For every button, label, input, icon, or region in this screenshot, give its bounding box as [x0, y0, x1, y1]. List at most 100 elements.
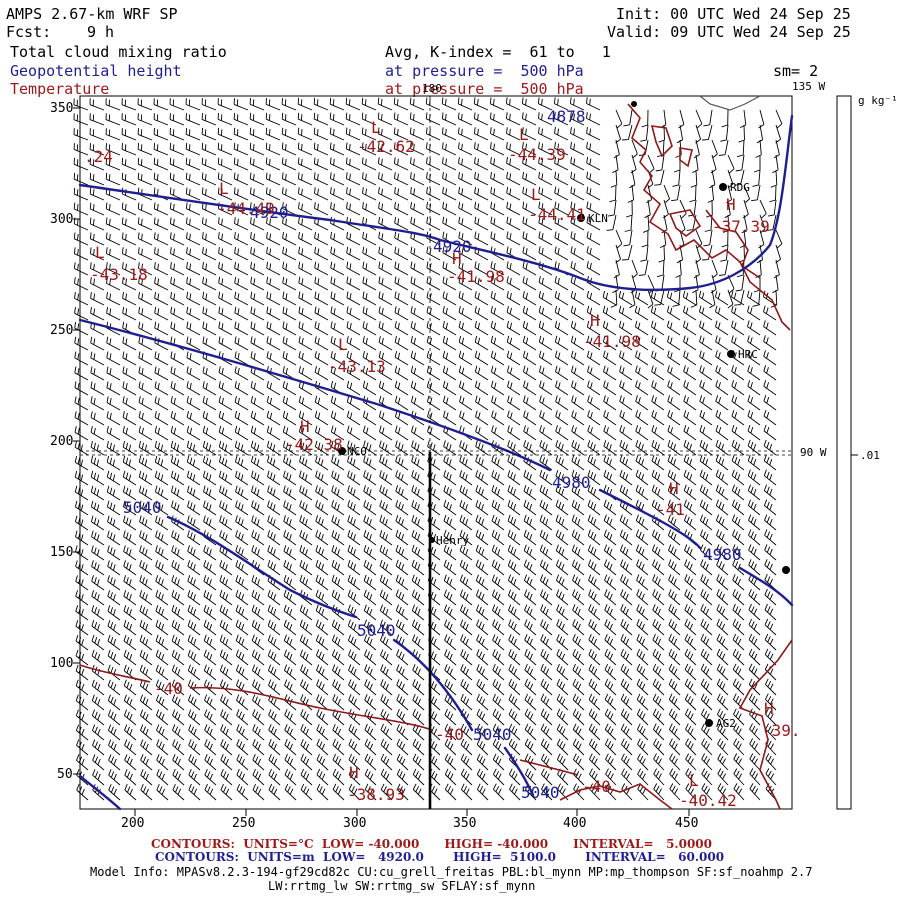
temperature-contour-minus40-c — [519, 759, 579, 776]
height-label: 5040 — [473, 725, 512, 744]
coastline-southeast — [738, 639, 793, 810]
extremum-letter: L — [519, 125, 529, 144]
temperature-contours — [79, 664, 579, 776]
extremum-letter: H — [452, 249, 462, 268]
station-dot-nco — [338, 447, 346, 455]
longitude-label-90w: 90 W — [800, 446, 827, 459]
station-dot-east — [782, 566, 790, 574]
contour-info-temperature: CONTOURS: UNITS=°C LOW= -40.000 HIGH= -4… — [151, 837, 713, 851]
extremum-value: -40.42 — [679, 791, 737, 810]
height-contour-4980-east — [598, 488, 794, 607]
height-label: 4920 — [250, 203, 289, 222]
station-dot-ag2 — [705, 719, 713, 727]
extremum-letter: H — [726, 195, 736, 214]
extremum-value: .24 — [84, 147, 113, 166]
station-dot-rdg — [719, 183, 727, 191]
model-info-line-1: Model Info: MPASv8.2.3-194-gf29cd82c CU:… — [90, 865, 813, 879]
height-label: 5040 — [123, 498, 162, 517]
coastlines — [559, 103, 793, 810]
height-label: 4980 — [703, 545, 742, 564]
x-tick-label: 450 — [675, 816, 698, 831]
coastline-island-c — [668, 209, 702, 238]
x-tick-label: 400 — [563, 816, 586, 831]
station-label-hrc: HRC — [738, 348, 758, 361]
y-tick-label: 300 — [50, 212, 73, 227]
extremum-value: -41.98 — [447, 267, 505, 286]
pressure-level-height: at pressure = 500 hPa — [385, 62, 584, 80]
station-dot-north — [631, 101, 637, 107]
temperature-label: -40 — [154, 679, 183, 698]
height-contour-5040-c — [503, 746, 535, 797]
station-label-kln: KLN — [588, 212, 608, 225]
reference-lines — [80, 96, 792, 456]
extremum-letter: L — [219, 179, 229, 198]
extremum-value: -41 — [656, 500, 685, 519]
extremum-letter: H — [590, 311, 600, 330]
coastline-island-b — [679, 147, 693, 168]
extremum-letter: L — [371, 118, 381, 137]
extremum-value: -43.18 — [90, 265, 148, 284]
height-contour-5040-d — [78, 774, 122, 811]
extremum-letter: L — [338, 335, 348, 354]
temperature-contour-minus40-a — [79, 664, 151, 683]
height-label: 5040 — [521, 783, 560, 802]
y-tick-label: 150 — [50, 545, 73, 560]
extremum-letter: L — [95, 243, 105, 262]
station-label-henry: Henry — [436, 534, 469, 547]
valid-time: Valid: 09 UTC Wed 24 Sep 25 — [607, 23, 851, 41]
extremum-value: -42.38 — [285, 435, 343, 454]
longitude-label-180: 180 — [422, 82, 442, 95]
x-tick-label: 250 — [232, 816, 255, 831]
extremum-value: -41.98 — [583, 332, 641, 351]
x-tick-label: 200 — [121, 816, 144, 831]
colorbar-units: g kg⁻¹ — [858, 94, 898, 107]
station-label-rdg: RDG — [730, 181, 750, 194]
field-temperature: Temperature — [10, 80, 110, 98]
extremum-value: -37.39 — [712, 217, 770, 236]
colorbar-tick-label: .01 — [860, 449, 880, 462]
extremum-value: -42.62 — [357, 137, 415, 156]
temperature-label: -39. — [762, 721, 801, 740]
y-tick-label: 350 — [50, 101, 73, 116]
station-dot-kln — [577, 214, 585, 222]
extremum-value: -38.93 — [347, 785, 405, 804]
x-tick-label: 300 — [343, 816, 366, 831]
model-title: AMPS 2.67-km WRF SP — [6, 5, 178, 23]
height-contour-4980-west — [78, 318, 552, 472]
extremum-value: -44.39 — [508, 145, 566, 164]
station-dot-hrc — [727, 350, 735, 358]
contour-info-height: CONTOURS: UNITS=m LOW= 4920.0 HIGH= 5100… — [155, 850, 725, 864]
height-contour-4920 — [78, 114, 794, 292]
station-dot-henry — [429, 537, 435, 543]
extremum-letter: H — [300, 417, 310, 436]
extremum-value: -43.13 — [328, 357, 386, 376]
colorbar — [836, 95, 852, 810]
model-info-line-2: LW:rrtmg_lw SW:rrtmg_sw SFLAY:sf_mynn — [268, 879, 536, 893]
y-tick-label: 200 — [50, 434, 73, 449]
forecast-hour: 9 h — [87, 23, 115, 41]
height-label: 4920 — [433, 237, 472, 256]
temperature-label: -40 — [582, 777, 611, 796]
x-tick-label: 350 — [453, 816, 476, 831]
height-label: 4878 — [547, 107, 586, 126]
coastline-south — [559, 783, 673, 810]
height-contour-5040-a — [166, 515, 358, 619]
temperature-contour-minus40-b — [189, 686, 433, 731]
height-label: 5040 — [357, 621, 396, 640]
extremum-value: -44.41 — [528, 205, 586, 224]
k-index-range: Avg, K-index = 61 to 1 — [385, 43, 611, 61]
extremum-letter: H — [349, 763, 359, 782]
forecast-label: Fcst: — [6, 23, 52, 41]
temperature-label: -40 — [435, 725, 464, 744]
height-label: 4980 — [552, 473, 591, 492]
extremum-value: -44.49 — [217, 199, 275, 218]
extremum-letter: H — [764, 699, 774, 718]
coastline-north — [627, 103, 791, 331]
gray-landmass — [699, 95, 761, 111]
init-time: Init: 00 UTC Wed 24 Sep 25 — [616, 5, 851, 23]
y-tick-label: 50 — [57, 767, 73, 782]
field-geopotential-height: Geopotential height — [10, 62, 182, 80]
smoothing-label: sm= 2 — [773, 62, 819, 80]
height-contours — [78, 114, 794, 811]
